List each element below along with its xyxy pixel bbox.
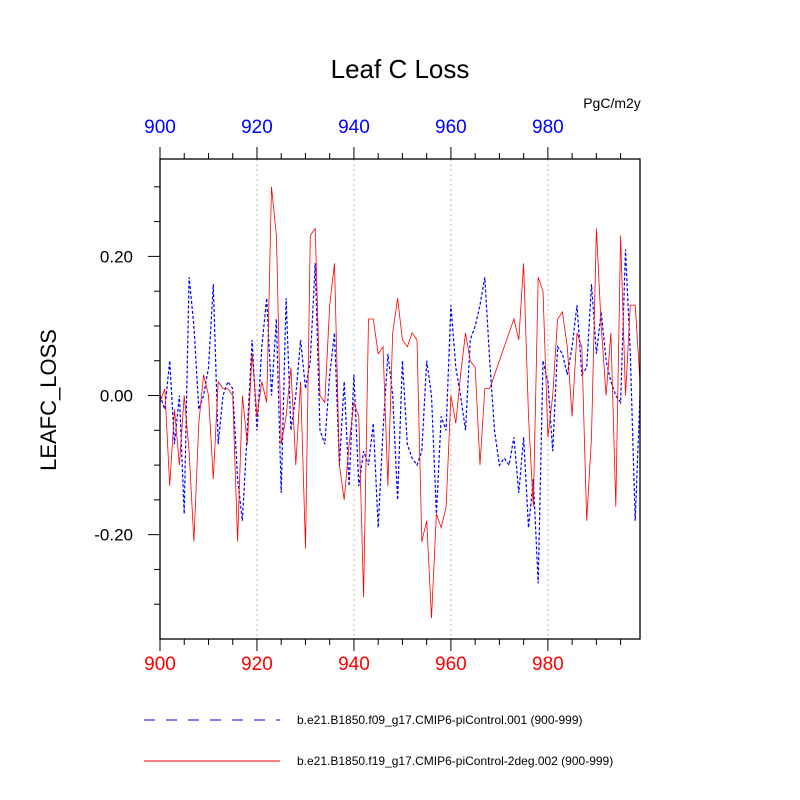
chart-title: Leaf C Loss bbox=[331, 54, 470, 84]
tick-labels: 900 900 920 920 940 940 960 960 980 980 0.20 0.00 -0… bbox=[94, 117, 563, 675]
legend: b.e21.B1850.f09_g17.CMIP6-piControl.001 … bbox=[144, 713, 613, 768]
plot-frame bbox=[159, 158, 641, 640]
x-tick-label-top: 900 bbox=[144, 117, 176, 138]
axis-ticks bbox=[148, 147, 622, 651]
x-tick-label-bottom: 920 bbox=[241, 654, 273, 675]
grid-lines bbox=[256, 159, 549, 639]
x-tick-label-top: 940 bbox=[338, 117, 370, 138]
y-tick-label: 0.00 bbox=[100, 387, 133, 406]
x-tick-label-top: 960 bbox=[435, 117, 467, 138]
x-tick-label-bottom: 940 bbox=[338, 654, 370, 675]
y-tick-label: 0.20 bbox=[100, 247, 133, 266]
series-line-1 bbox=[159, 249, 641, 584]
legend-label-2: b.e21.B1850.f19_g17.CMIP6-piControl-2deg… bbox=[297, 754, 613, 768]
series-lines bbox=[159, 186, 641, 619]
y-axis-label: LEAFC_LOSS bbox=[36, 329, 61, 471]
legend-label-1: b.e21.B1850.f09_g17.CMIP6-piControl.001 … bbox=[297, 713, 583, 727]
x-tick-label-top: 920 bbox=[241, 117, 273, 138]
x-tick-label-bottom: 980 bbox=[532, 654, 564, 675]
units-label: PgC/m2y bbox=[583, 95, 641, 111]
x-tick-label-top: 980 bbox=[532, 117, 564, 138]
x-tick-label-bottom: 900 bbox=[144, 654, 176, 675]
series-line-2 bbox=[159, 186, 641, 619]
x-tick-label-bottom: 960 bbox=[435, 654, 467, 675]
y-tick-label: -0.20 bbox=[94, 526, 133, 545]
